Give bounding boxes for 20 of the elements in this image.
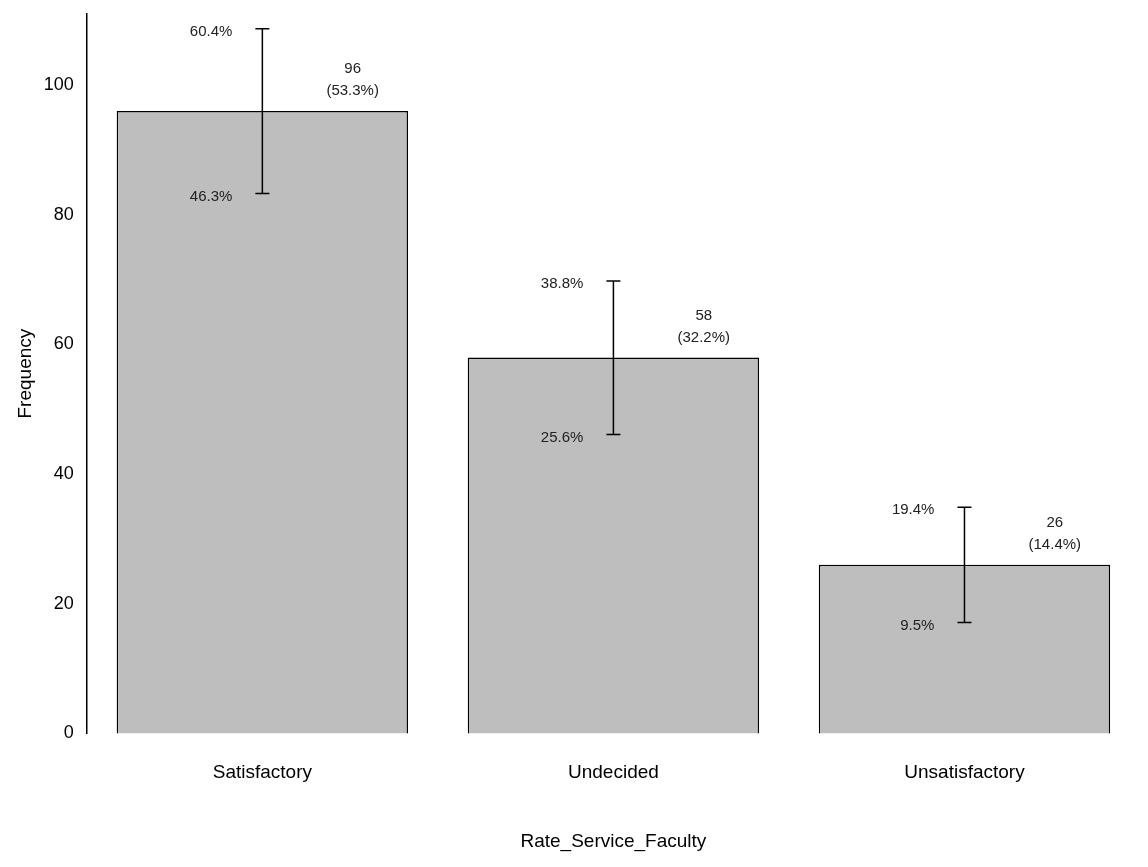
annotation: 19.4% bbox=[891, 500, 935, 518]
data-label: 26 (14.4%) bbox=[1028, 512, 1082, 552]
x-tick-label: Undecided bbox=[567, 761, 659, 783]
x-tick-label: Unsatisfactory bbox=[904, 761, 1026, 783]
annotation: 9.5% bbox=[900, 615, 935, 633]
x-tick-label: Satisfactory bbox=[212, 761, 313, 783]
y-tick-label: 100 bbox=[43, 74, 74, 95]
data-label: 58 (32.2%) bbox=[677, 305, 731, 345]
annotation: 38.8% bbox=[540, 274, 584, 292]
y-axis-title: Frequency bbox=[13, 328, 35, 419]
y-tick-label: 0 bbox=[63, 722, 74, 743]
annotation: 25.6% bbox=[540, 427, 584, 445]
y-tick-label: 60 bbox=[53, 333, 74, 354]
y-tick-label: 40 bbox=[53, 463, 74, 484]
data-label: 96 (53.3%) bbox=[326, 59, 379, 99]
annotation: 46.3% bbox=[189, 186, 233, 204]
y-tick-label: 20 bbox=[53, 592, 74, 613]
annotation: 60.4% bbox=[189, 21, 233, 39]
y-tick-label: 80 bbox=[53, 203, 74, 224]
x-axis-title: Rate_Service_Faculty bbox=[520, 829, 707, 852]
